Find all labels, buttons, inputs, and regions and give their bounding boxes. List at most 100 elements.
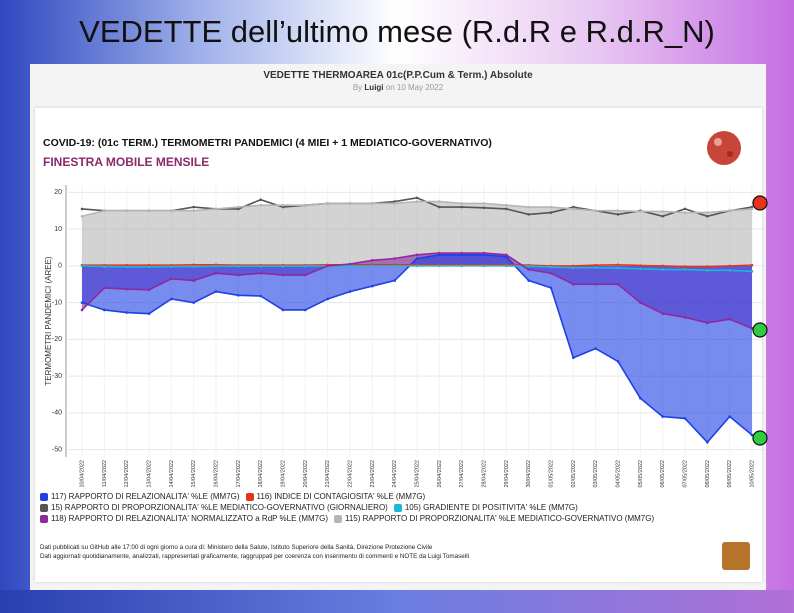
point [527, 206, 530, 209]
point [192, 279, 195, 282]
point [505, 204, 508, 207]
legend-swatch [246, 493, 254, 501]
slide: VEDETTE dell’ultimo mese (R.d.R e R.d.R_… [0, 0, 794, 613]
legend: 117) RAPPORTO DI RELAZIONALITA' %LE (MM7… [40, 492, 690, 523]
point [661, 268, 664, 271]
point [326, 298, 329, 301]
x-tick-label: 01/05/2022 [548, 460, 554, 488]
point [371, 259, 374, 262]
x-tick-label: 20/04/2022 [303, 460, 309, 488]
x-tick-label: 12/04/2022 [124, 460, 130, 488]
point [684, 417, 687, 420]
point [349, 202, 352, 205]
x-tick-label: 26/04/2022 [437, 460, 443, 488]
legend-item[interactable]: 118) RAPPORTO DI RELAZIONALITA' NORMALIZ… [40, 514, 328, 523]
x-tick-label: 04/05/2022 [615, 460, 621, 488]
point [706, 265, 709, 268]
legend-swatch [40, 515, 48, 523]
y-tick-label: 10 [54, 226, 62, 233]
point [304, 204, 307, 207]
point [751, 208, 754, 211]
point [81, 265, 84, 268]
point [304, 274, 307, 277]
point [639, 264, 642, 267]
point [237, 265, 240, 268]
legend-item[interactable]: 15) RAPPORTO DI PROPORZIONALITA' %LE MED… [40, 503, 388, 512]
point [572, 208, 575, 211]
y-axis-label: TERMOMETRI PANDEMICI (AREE) [44, 256, 53, 386]
point [661, 210, 664, 213]
legend-item[interactable]: 115) RAPPORTO DI PROPORZIONALITA' %LE ME… [334, 514, 654, 523]
point [505, 265, 508, 268]
legend-label: 117) RAPPORTO DI RELAZIONALITA' %LE (MM7… [51, 492, 240, 501]
point [215, 290, 218, 293]
point [371, 202, 374, 205]
chart-subtitle: FINESTRA MOBILE MENSILE [43, 155, 209, 169]
point [728, 415, 731, 418]
point [617, 209, 620, 212]
point [617, 267, 620, 270]
legend-item[interactable]: 117) RAPPORTO DI RELAZIONALITA' %LE (MM7… [40, 492, 240, 501]
legend-swatch [40, 504, 48, 512]
point [125, 288, 128, 291]
point [326, 202, 329, 205]
point [103, 287, 106, 290]
point [483, 252, 486, 255]
point [550, 211, 553, 214]
point [215, 265, 218, 268]
legend-item[interactable]: 105) GRADIENTE DI POSITIVITA' %LE (MM7G) [394, 503, 578, 512]
point [304, 309, 307, 312]
point [661, 415, 664, 418]
y-tick-label: 20 [54, 189, 62, 196]
point [393, 202, 396, 205]
x-tick-label: 13/04/2022 [146, 460, 152, 488]
point [594, 283, 597, 286]
point [237, 274, 240, 277]
point [393, 265, 396, 268]
x-tick-label: 21/04/2022 [325, 460, 331, 488]
point [505, 254, 508, 257]
point [438, 252, 441, 255]
x-tick-label: 18/04/2022 [258, 460, 264, 488]
point [751, 270, 754, 273]
point [148, 312, 151, 315]
point [125, 266, 128, 269]
y-tick-label: -30 [52, 373, 62, 380]
point [125, 209, 128, 212]
legend-swatch [334, 515, 342, 523]
point [259, 272, 262, 275]
x-tick-label: 02/05/2022 [571, 460, 577, 488]
point [661, 215, 664, 218]
x-tick-label: 07/05/2022 [682, 460, 688, 488]
point [438, 206, 441, 209]
point [483, 206, 486, 209]
point [148, 288, 151, 291]
legend-swatch [40, 493, 48, 501]
x-tick-label: 03/05/2022 [593, 460, 599, 488]
point [550, 206, 553, 209]
point [594, 209, 597, 212]
point [460, 206, 463, 209]
plot: -50-40-30-20-100102010/04/202211/04/2022… [52, 185, 765, 488]
x-tick-label: 30/04/2022 [526, 460, 532, 488]
point [282, 274, 285, 277]
point [728, 209, 731, 212]
point [728, 269, 731, 272]
x-tick-label: 24/04/2022 [392, 460, 398, 488]
point [527, 265, 530, 268]
point [125, 311, 128, 314]
point [706, 215, 709, 218]
footer: Dati pubblicati su GitHub alle 17:00 di … [40, 543, 469, 561]
point [192, 206, 195, 209]
point [483, 202, 486, 205]
point [728, 265, 731, 268]
x-tick-label: 08/05/2022 [705, 460, 711, 488]
point [304, 265, 307, 268]
point [282, 265, 285, 268]
point [594, 266, 597, 269]
point [639, 268, 642, 271]
legend-item[interactable]: 116) INDICE DI CONTAGIOSITA' %LE (MM7G) [246, 492, 426, 501]
point [170, 265, 173, 268]
legend-label: 15) RAPPORTO DI PROPORZIONALITA' %LE MED… [51, 503, 388, 512]
point [349, 290, 352, 293]
